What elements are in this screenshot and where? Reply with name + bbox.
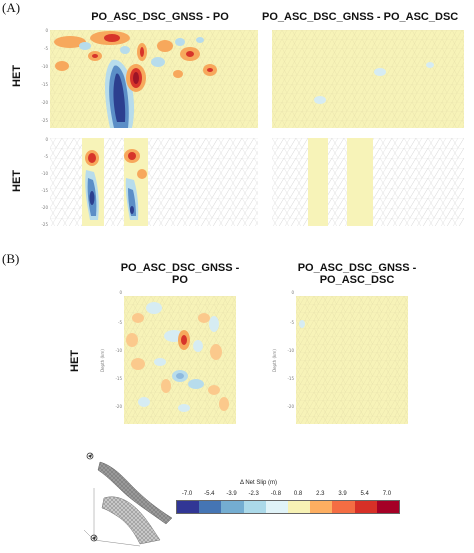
- panel-title-a1: PO_ASC_DSC_GNSS - PO: [91, 11, 229, 23]
- slip-map-a4: [272, 138, 464, 226]
- legend-tick-label: -0.8: [270, 491, 282, 497]
- tick-label: 0: [119, 290, 122, 295]
- slip-map-a3: [50, 138, 258, 226]
- slip-map-b1: [124, 296, 236, 424]
- colorbar-cell: [332, 501, 355, 513]
- legend-tick-label: 3.9: [338, 491, 347, 497]
- tick-label: -15: [287, 376, 294, 381]
- tick-label: -10: [41, 171, 48, 176]
- tick-label: -5: [44, 154, 48, 159]
- axis-marker-icon: [90, 534, 98, 542]
- tick-label: -25: [41, 222, 48, 227]
- tick-label: -20: [115, 404, 122, 409]
- slip-map-a1: [50, 30, 258, 128]
- tick-label: -10: [115, 348, 122, 353]
- row-label-a1: HET: [11, 65, 23, 87]
- panel-title-a2: PO_ASC_DSC_GNSS - PO_ASC_DSC: [262, 11, 459, 23]
- panel-title-b1-line2: PO: [172, 274, 188, 286]
- depth-axis-a2: 0 -5 -10 -15 -20 -25: [32, 137, 50, 232]
- colorbar-ticks: -7.0 -5.4 -3.9 -2.3 -0.8 0.8 2.3 3.9 5.4 7.0: [176, 491, 398, 499]
- slip-panel-a4: [272, 138, 464, 226]
- colorbar-cell: [243, 501, 266, 513]
- tick-label: 0: [45, 137, 48, 142]
- slip-map-a2: [272, 30, 464, 128]
- colorbar-cell: [265, 501, 289, 513]
- tick-label: -25: [41, 118, 48, 123]
- legend-tick-label: 0.8: [293, 491, 303, 497]
- panel-title-b2-line2: PO_ASC_DSC: [319, 274, 395, 286]
- legend-tick-label: 2.3: [316, 491, 325, 497]
- colorbar-cell: [288, 501, 311, 513]
- slip-panel-a3: [50, 138, 258, 226]
- slip-panel-a2: [272, 30, 464, 128]
- legend-tick-label: -2.3: [248, 491, 259, 497]
- legend-tick-label: 7.0: [382, 491, 392, 497]
- colorbar-cell: [177, 501, 200, 513]
- colorbar-cell: [310, 501, 333, 513]
- depth-axis-label-b2: Depth (km): [272, 349, 277, 372]
- colorbar-cell: [354, 501, 377, 513]
- slip-panel-a1: [50, 30, 258, 128]
- tick-label: -5: [290, 320, 294, 325]
- panel-title-b1-line1: PO_ASC_DSC_GNSS -: [120, 262, 240, 274]
- tick-label: -15: [41, 82, 48, 87]
- row-label-a2: HET: [11, 170, 23, 192]
- tick-label: 0: [291, 290, 294, 295]
- panel-title-b2-line1: PO_ASC_DSC_GNSS -: [297, 262, 417, 274]
- legend-title: Δ Net Slip (m): [240, 480, 278, 486]
- tick-label: -15: [41, 188, 48, 193]
- slip-panel-b2: [296, 296, 408, 424]
- tick-label: -5: [44, 46, 48, 51]
- slip-map-b2: [296, 296, 408, 424]
- row-label-b: HET: [69, 350, 81, 372]
- fault-geometry-3d: [83, 452, 173, 547]
- tick-label: -20: [41, 100, 48, 105]
- legend-tick-label: 5.4: [360, 491, 369, 497]
- fault-geometry-figure: [80, 448, 176, 548]
- colorbar-cell: [199, 501, 222, 513]
- compass-icon: [86, 452, 94, 460]
- tick-label: -20: [41, 205, 48, 210]
- depth-axis-a1: 0 -5 -10 -15 -20 -25: [32, 28, 50, 128]
- tick-label: -10: [287, 348, 294, 353]
- section-label-a: (A): [2, 0, 21, 15]
- legend-tick-label: -3.9: [226, 491, 237, 497]
- colorbar-cell: [221, 501, 244, 513]
- legend-tick-label: -5.4: [204, 491, 215, 497]
- tick-label: -10: [41, 64, 48, 69]
- slip-panel-b1: [124, 296, 236, 424]
- colorbar-cell: [376, 501, 400, 513]
- tick-label: -20: [287, 404, 294, 409]
- tick-label: 0: [45, 28, 48, 33]
- tick-label: -5: [118, 320, 122, 325]
- tick-label: -15: [115, 376, 122, 381]
- colorbar: [176, 500, 400, 514]
- depth-axis-b2: 0 -5 -10 -15 -20: [280, 290, 296, 425]
- section-label-b: (B): [2, 251, 20, 266]
- legend-tick-label: -7.0: [181, 491, 193, 497]
- depth-axis-b1: 0 -5 -10 -15 -20: [108, 290, 124, 425]
- depth-axis-label-b1: Depth (km): [100, 349, 105, 372]
